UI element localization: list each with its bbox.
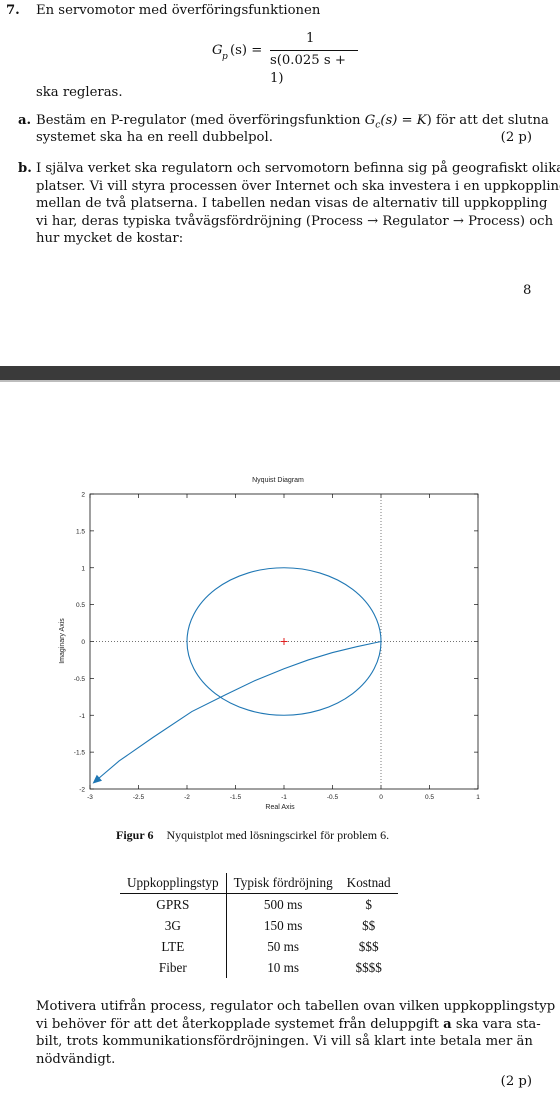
formula-lhs-sub: p [222, 52, 228, 62]
table-row: Fiber 10 ms $$$$ [120, 957, 398, 978]
y-tick-label: -1 [79, 713, 85, 720]
table-row: GPRS 500 ms $ [120, 893, 398, 915]
part-a-line2: systemet ska ha en reell dubbelpol. [36, 130, 273, 145]
y-tick-label: -0.5 [74, 676, 86, 683]
x-axis-label: Real Axis [265, 804, 295, 811]
table-header-type: Uppkopplingstyp [120, 873, 227, 894]
closing-line: bilt, trots kommunikationsfördröjningen.… [36, 1034, 533, 1049]
figure-caption-label: Figur 6 [116, 828, 154, 842]
part-a-line1: Bestäm en P-regulator (med överföringsfu… [36, 112, 549, 135]
y-tick-label: 1 [81, 565, 85, 572]
x-tick-label: 0.5 [425, 794, 434, 801]
table-cell-cost: $$$$ [355, 959, 382, 975]
table-cell-type: 3G [120, 915, 227, 936]
x-tick-label: -1.5 [230, 794, 242, 801]
part-a-text-before: Bestäm en P-regulator (med överföringsfu… [36, 113, 365, 128]
closing-line: nödvändigt. [36, 1051, 116, 1067]
closing-paragraph: Motivera utifrån process, regulator och … [36, 998, 555, 1068]
table-cell-cost: $$ [362, 917, 376, 933]
y-tick-label: 0.5 [76, 602, 85, 609]
y-tick-label: -2 [79, 787, 85, 794]
closing-line-with-bold: vi behöver för att det återkopplade syst… [36, 1016, 555, 1034]
nyquist-chart: Nyquist Diagram -3 -2.5 -2 -1.5 -1 -0.5 0 0.5 1 2… [59, 477, 480, 811]
part-b-line: I själva verket ska regulatorn och servo… [36, 161, 560, 176]
table-cell-type: GPRS [120, 893, 227, 915]
y-tick-label: 1.5 [76, 528, 85, 535]
y-axis-label: Imaginary Axis [59, 618, 66, 664]
problem-number: 7. [6, 3, 20, 18]
part-b-line: mellan de två platserna. I tabellen neda… [36, 196, 548, 211]
part-b-text: I själva verket ska regulatorn och servo… [36, 160, 560, 248]
y-tick-label: 0 [81, 639, 85, 646]
chart-title: Nyquist Diagram [252, 477, 304, 484]
part-b-line: platser. Vi vill styra processen över In… [36, 178, 560, 194]
table-row: 3G 150 ms $$ [120, 915, 398, 936]
y-tick-label: 2 [81, 492, 85, 499]
problem-intro: En servomotor med överföringsfunktionen [36, 3, 321, 18]
curve-arrow-head [92, 774, 103, 784]
formula-lhs: G [212, 43, 223, 58]
connection-table-wrap: Uppkopplingstyp Typisk fördröjning Kostn… [120, 873, 398, 978]
x-tick-label: -3 [87, 794, 93, 801]
formula-denominator: s(0.025 s + 1) [270, 53, 346, 86]
table-cell-delay: 10 ms [267, 959, 300, 975]
table-header-cost: Kostnad [339, 873, 398, 894]
part-b-line: vi har, deras typiska tvåvägsfördröjning… [36, 213, 554, 229]
part-b-label: b. [18, 161, 32, 176]
table-row: LTE 50 ms $$$ [120, 936, 398, 957]
table-cell-type: LTE [120, 936, 227, 957]
table-cell-cost: $$$ [358, 938, 379, 954]
part-a-label: a. [18, 113, 32, 128]
part-a-text-after: ) för att det slutna [426, 113, 549, 128]
table-cell-delay: 500 ms [263, 896, 303, 912]
formula-lhs-arg: (s) = [230, 43, 263, 58]
part-a-math: G [364, 113, 376, 128]
transfer-function: G p (s) = 1 s(0.025 s + 1) [212, 30, 362, 86]
page-divider [0, 366, 560, 382]
part-a-points: (2 p) [500, 130, 532, 145]
closing-points: (2 p) [500, 1074, 532, 1089]
x-tick-label: -1 [281, 794, 287, 801]
x-tick-label: 0 [379, 794, 383, 801]
x-tick-label: -2 [184, 794, 190, 801]
part-b-line: hur mycket de kostar: [36, 231, 184, 246]
page-divider-edge [0, 380, 560, 382]
y-tick-label: -1.5 [74, 750, 86, 757]
page-number: 8 [523, 283, 532, 298]
table-cell-delay: 150 ms [263, 917, 303, 933]
closing-line2-after: ska vara sta- [451, 1016, 541, 1032]
table-cell-delay: 50 ms [267, 938, 300, 954]
closing-line: Motivera utifrån process, regulator och … [36, 999, 556, 1014]
part-a-math-sub: c [375, 120, 381, 131]
x-tick-label: -2.5 [133, 794, 145, 801]
table-cell-cost: $ [365, 896, 372, 912]
x-tick-label: 1 [476, 794, 480, 801]
figure-caption: Figur 6 Nyquistplot med lösningscirkel f… [116, 828, 389, 843]
closing-line2-before: vi behöver för att det återkopplade syst… [36, 1016, 444, 1032]
critical-point-marker [280, 638, 288, 645]
figure-caption-text: Nyquistplot med lösningscirkel för probl… [166, 828, 390, 842]
connection-table: Uppkopplingstyp Typisk fördröjning Kostn… [120, 873, 398, 978]
closing-line2-bold: a [443, 1016, 452, 1032]
part-a-math-rest: (s) = K [380, 113, 427, 128]
x-tick-label: -0.5 [327, 794, 339, 801]
fraction-bar [270, 50, 358, 51]
after-formula-text: ska regleras. [36, 85, 123, 100]
nyquist-curve [94, 640, 382, 783]
table-header-delay: Typisk fördröjning [226, 873, 340, 894]
axis-ticks: -3 -2.5 -2 -1.5 -1 -0.5 0 0.5 1 2 1.5 1 0.5 0 -0.5 -1 -1… [74, 492, 480, 802]
table-cell-type: Fiber [120, 957, 227, 978]
formula-numerator: 1 [306, 31, 315, 46]
